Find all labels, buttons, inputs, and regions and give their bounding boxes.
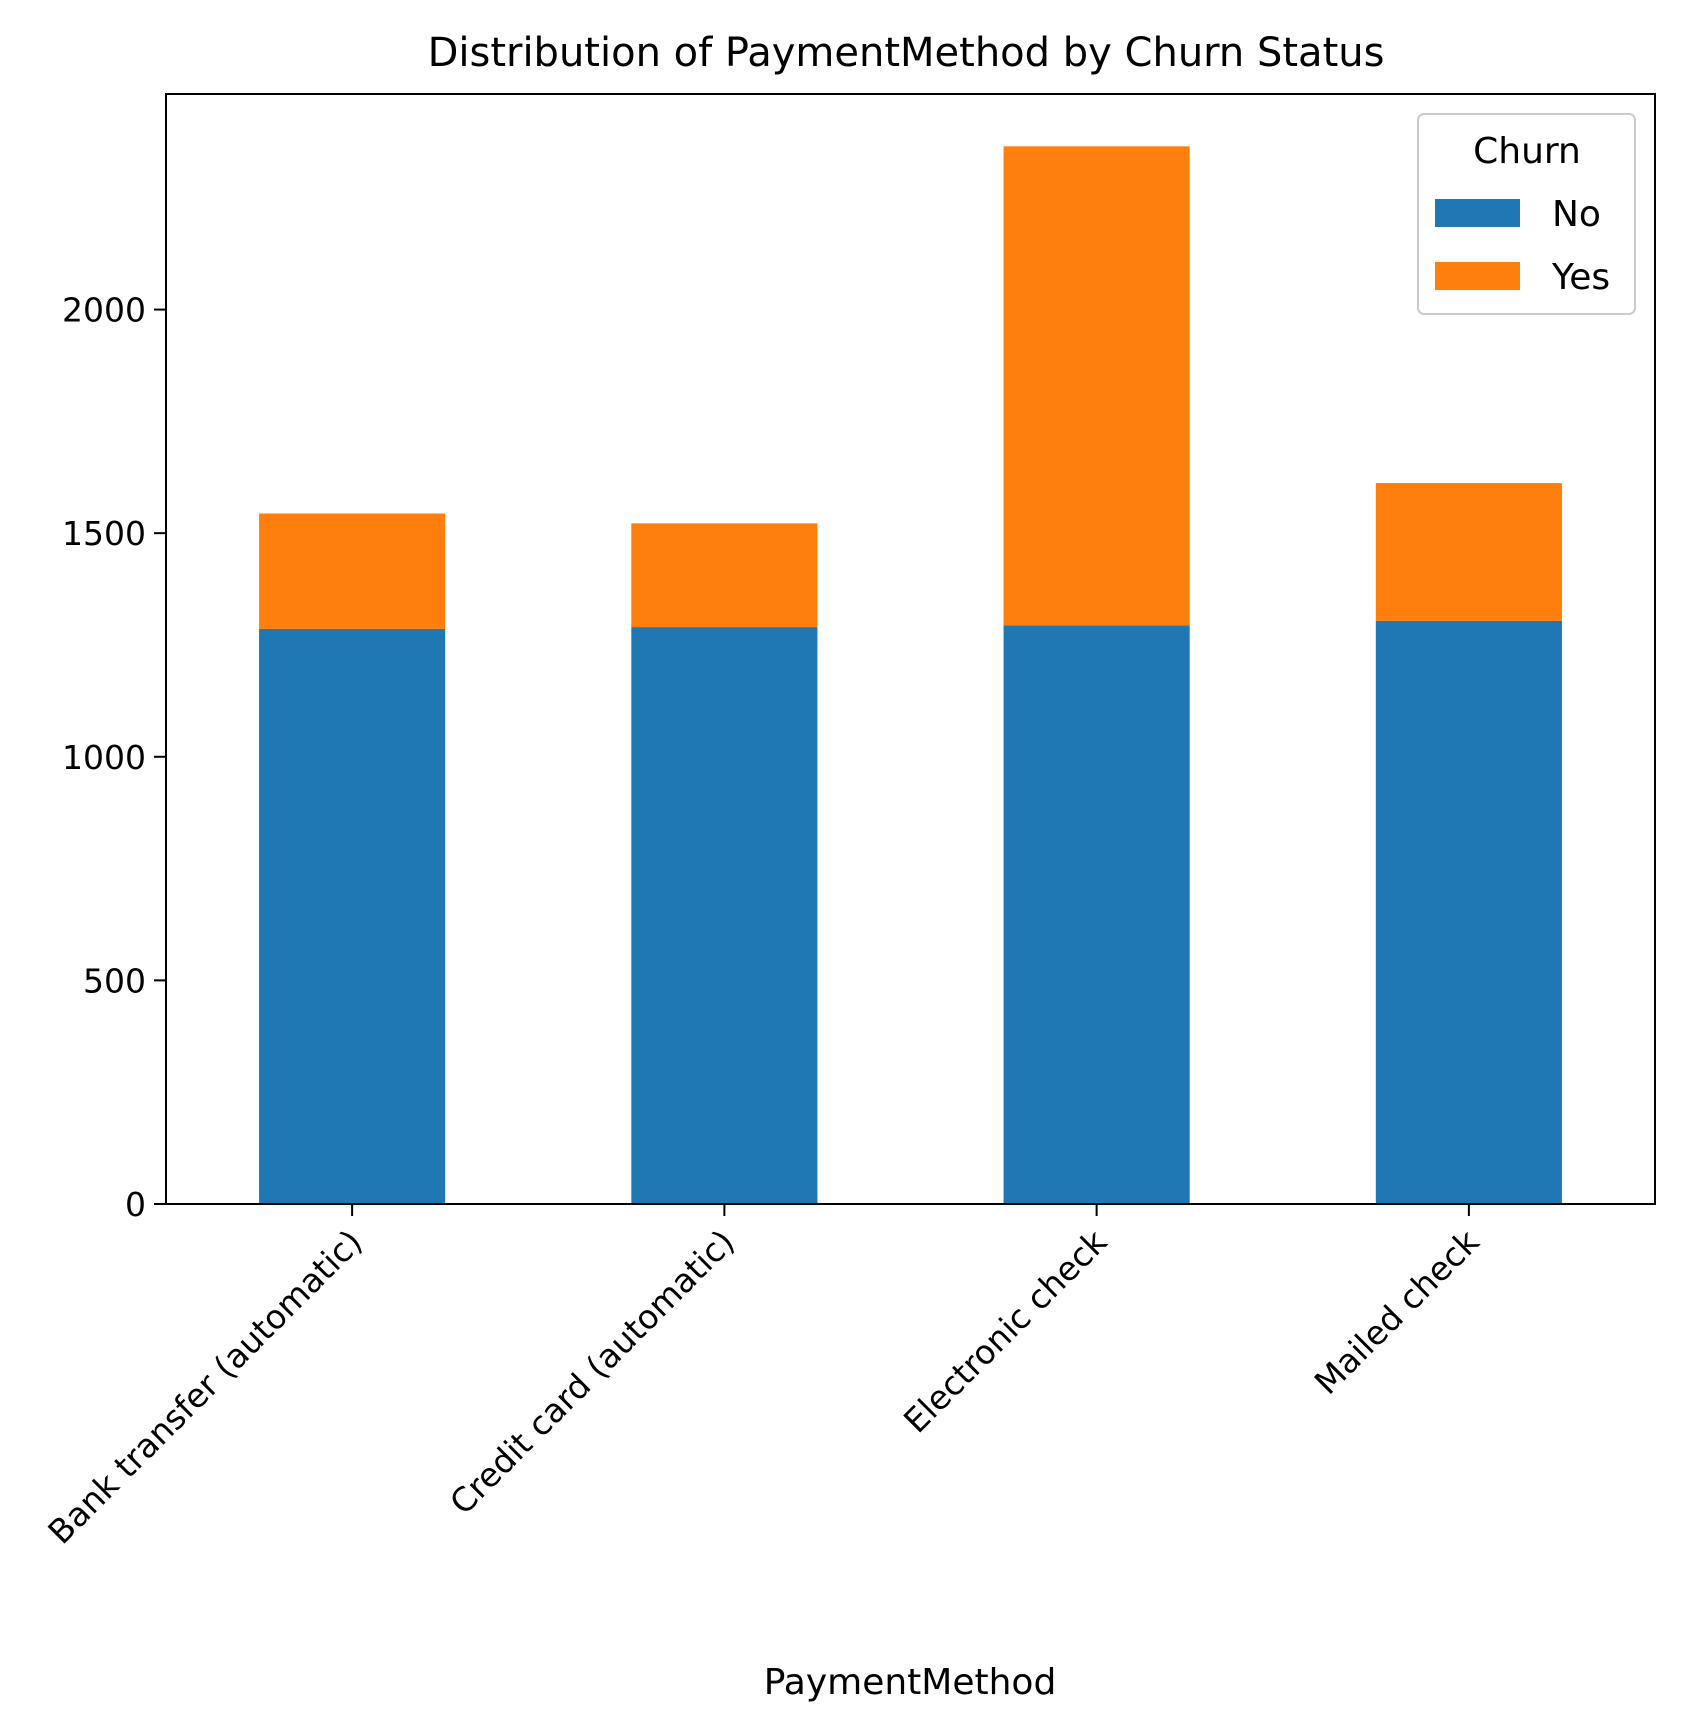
y-tick-label: 1000 [62, 738, 146, 777]
y-tick-label: 0 [125, 1185, 146, 1224]
bar-credit-card-automatic-yes [631, 523, 818, 628]
legend: Churn No Yes [1417, 113, 1636, 315]
x-tick-label: Credit card (automatic) [442, 1222, 742, 1522]
y-axis: 0 500 1000 1500 2000 [62, 291, 166, 1224]
legend-label-yes: Yes [1551, 257, 1610, 298]
x-tick-label: Electronic check [896, 1221, 1115, 1440]
bar-bank-transfer-automatic-no [259, 628, 446, 1204]
bar-electronic-check-no [1003, 625, 1190, 1204]
bar-credit-card-automatic-no [631, 627, 818, 1204]
x-tick-label: Mailed check [1307, 1221, 1488, 1402]
legend-swatch-yes [1435, 262, 1520, 290]
x-tick-label: Bank transfer (automatic) [40, 1222, 369, 1551]
bars-layer [259, 146, 1562, 1204]
y-tick-label: 2000 [62, 291, 146, 330]
chart-title: Distribution of PaymentMethod by Churn S… [428, 30, 1385, 76]
legend-swatch-no [1435, 199, 1520, 227]
bar-electronic-check-yes [1003, 146, 1190, 626]
y-tick-label: 500 [83, 961, 146, 1000]
bar-mailed-check-no [1375, 620, 1562, 1204]
bar-bank-transfer-automatic-yes [259, 513, 446, 629]
legend-title: Churn [1473, 131, 1581, 172]
x-axis-label: PaymentMethod [764, 1662, 1057, 1703]
y-tick-label: 1500 [62, 514, 146, 553]
legend-label-no: No [1552, 194, 1601, 235]
plot-frame [165, 93, 1656, 1205]
x-axis: Bank transfer (automatic) Credit card (au… [40, 1204, 1487, 1551]
bar-mailed-check-yes [1375, 483, 1562, 621]
